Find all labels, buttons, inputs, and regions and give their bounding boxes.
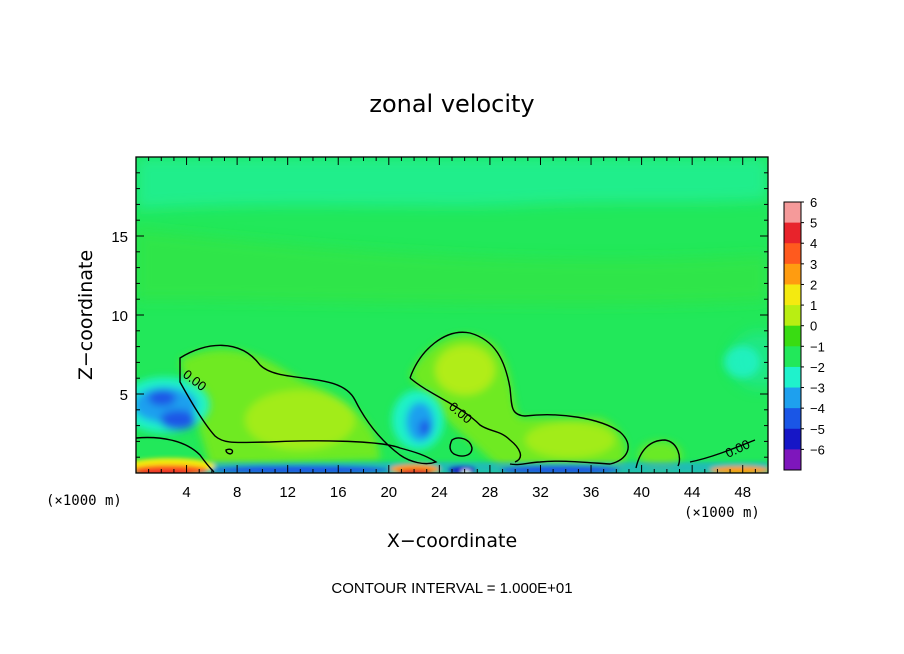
- colorbar-label: 6: [810, 195, 817, 210]
- colorbar-swatch: [784, 284, 801, 306]
- colorbar-swatch: [784, 243, 801, 265]
- y-tick-label: 15: [111, 229, 128, 246]
- surface-layer: [136, 458, 768, 473]
- x-tick-label: 28: [482, 484, 499, 501]
- x-tick-label: 20: [380, 484, 397, 501]
- colorbar-swatch: [784, 305, 801, 327]
- x-tick-label: 12: [279, 484, 296, 501]
- colorbar-label: 0: [810, 319, 817, 334]
- x-tick-label: 32: [532, 484, 549, 501]
- x-tick-label: 8: [233, 484, 241, 501]
- colorbar-swatch: [784, 222, 801, 244]
- negative-wind-regions: [136, 346, 760, 450]
- colorbar-swatch: [784, 346, 801, 368]
- x-axis-title: X−coordinate: [387, 530, 517, 552]
- colorbar-label: −5: [810, 422, 825, 437]
- colorbar-label: −1: [810, 339, 825, 354]
- y-tick-label: 10: [111, 308, 128, 325]
- x-tick-label: 4: [182, 484, 190, 501]
- colorbar-label: 4: [810, 236, 817, 251]
- colorbar-frame: [783, 201, 802, 471]
- field-upper-layer: [136, 157, 768, 388]
- zero-contours: [136, 331, 756, 473]
- colorbar-swatch: [784, 408, 801, 430]
- colorbar-swatch: [784, 449, 801, 471]
- positive-wind-regions: [180, 335, 682, 469]
- x-axis-ticks: 4 8 12 16 20 24 28 32 36 40 44 48: [148, 157, 756, 501]
- colorbar-label: 1: [810, 298, 817, 313]
- x-tick-label: 48: [734, 484, 751, 501]
- y-axis-ticks: 5 10 15: [111, 172, 768, 458]
- heatmap-field: 0.00 0.00 0.00: [136, 157, 768, 473]
- y-tick-label: 5: [120, 387, 128, 404]
- x-tick-label: 36: [583, 484, 600, 501]
- chart-title: zonal velocity: [369, 90, 534, 118]
- colorbar-label: 5: [810, 216, 817, 231]
- colorbar-label: −4: [810, 401, 825, 416]
- x-axis-unit: (×1000 m): [684, 505, 760, 521]
- colorbar-swatch: [784, 202, 801, 224]
- colorbar-swatch: [784, 387, 801, 409]
- contour-interval-note: CONTOUR INTERVAL = 1.000E+01: [331, 580, 572, 597]
- colorbar: 6 5 4 3 2 1 0 −1 −2 −3 −4 −5 −6: [783, 195, 825, 471]
- colorbar-label: 3: [810, 257, 817, 272]
- colorbar-label: −6: [810, 442, 825, 457]
- colorbar-label: −2: [810, 360, 825, 375]
- colorbar-swatch: [784, 366, 801, 389]
- colorbar-label: −3: [810, 381, 825, 396]
- colorbar-swatch: [784, 428, 801, 450]
- x-tick-label: 40: [633, 484, 650, 501]
- y-axis-title: Z−coordinate: [75, 250, 97, 380]
- x-tick-label: 44: [684, 484, 701, 501]
- y-axis-unit: (×1000 m): [46, 493, 122, 509]
- x-tick-label: 24: [431, 484, 448, 501]
- colorbar-swatch: [784, 325, 801, 347]
- colorbar-swatch: [784, 263, 801, 285]
- x-tick-label: 16: [330, 484, 347, 501]
- colorbar-label: 2: [810, 277, 817, 292]
